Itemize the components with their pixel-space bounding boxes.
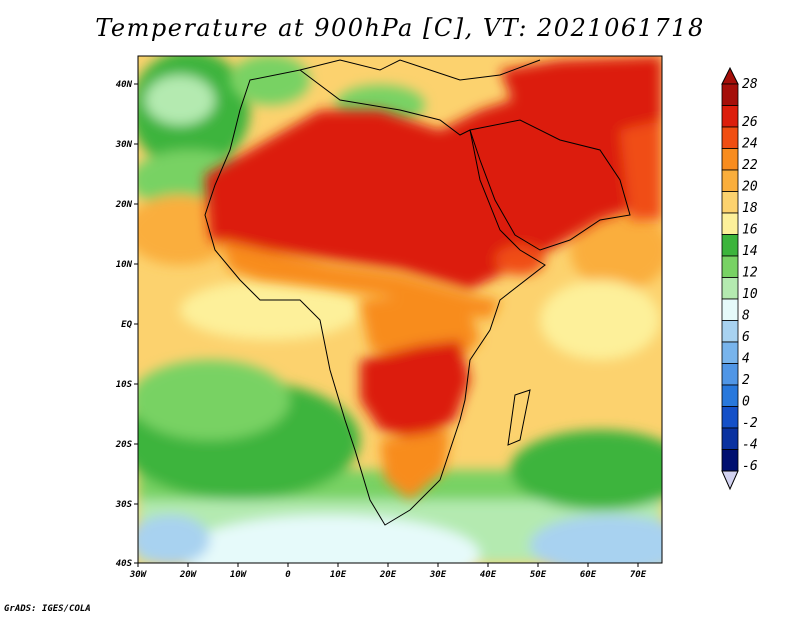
colorbar-label: 2 [742, 373, 750, 388]
y-tick-label: 20S [115, 440, 133, 450]
colorbar-label: 6 [742, 330, 750, 345]
y-tick-label: 20N [115, 200, 133, 210]
colorbar-box [721, 427, 739, 450]
colorbar-label: 28 [742, 77, 758, 92]
colorbar-box [721, 212, 739, 235]
x-tick-label: 20W [179, 570, 198, 580]
map-title: Temperature at 900hPa [C], VT: 202106171… [95, 14, 705, 42]
colorbar-box [721, 384, 739, 407]
colorbar-label: 14 [742, 244, 758, 259]
x-tick-label: 20E [379, 570, 397, 580]
y-tick-label: 10N [116, 260, 133, 270]
colorbar-box [721, 298, 739, 321]
plot-frame [137, 55, 663, 564]
x-tick-label: 50E [530, 570, 547, 580]
colorbar-label: 4 [742, 352, 750, 367]
footer-credit: GrADS: IGES/COLA [4, 604, 91, 614]
colorbar-label: 12 [742, 266, 758, 281]
colorbar-box [721, 320, 739, 343]
colorbar-label: 26 [742, 115, 758, 130]
colorbar-box [721, 126, 739, 149]
colorbar-box [721, 277, 739, 300]
colorbar-box [721, 234, 739, 257]
colorbar-box [721, 191, 739, 214]
x-tick-label: 60E [580, 570, 597, 580]
colorbar-box [721, 105, 739, 128]
colorbar-label: -2 [742, 416, 758, 431]
x-tick-label: 40E [480, 570, 497, 580]
x-tick-label: 30E [429, 570, 447, 580]
y-tick-label: 40N [116, 80, 133, 90]
x-tick-label: 70E [630, 570, 647, 580]
colorbar-label: 10 [742, 287, 758, 302]
colorbar-label: 20 [742, 180, 758, 195]
colorbar-box [721, 406, 739, 429]
colorbar-label: 18 [742, 201, 758, 216]
colorbar-box [721, 363, 739, 386]
y-axis-ticks: 40N 30N 20N 10N EQ 10S 20S 30S 40S [115, 80, 138, 569]
colorbar-box [721, 341, 739, 364]
coastlines [204, 59, 631, 526]
y-tick-label: 40S [116, 559, 133, 569]
y-tick-label: EQ [121, 320, 132, 330]
colorbar-box [721, 169, 739, 192]
colorbar-box [721, 148, 739, 171]
colorbar-label: 24 [742, 137, 758, 152]
y-tick-label: 10S [116, 380, 133, 390]
colorbar-bottom-arrow [721, 470, 739, 491]
y-tick-label: 30N [115, 140, 133, 150]
x-tick-label: 10E [330, 570, 347, 580]
colorbar-label: 16 [742, 223, 758, 238]
colorbar-box [721, 449, 739, 472]
colorbar-label: -4 [742, 438, 758, 453]
y-tick-label: 30S [115, 500, 133, 510]
x-tick-label: 10W [230, 570, 248, 580]
colorbar-label: 8 [742, 309, 750, 324]
x-tick-label: 0 [285, 570, 291, 580]
x-axis-ticks: 30W 20W 10W 0 10E 20E 30E 40E 50E 60E 70E [129, 563, 647, 580]
colorbar-box [721, 83, 739, 106]
colorbar-box [721, 255, 739, 278]
colorbar-label: -6 [742, 459, 758, 474]
colorbar-label: 22 [742, 158, 758, 173]
temperature-field [138, 56, 662, 563]
colorbar-label: 0 [742, 395, 750, 410]
colorbar-top-arrow [721, 66, 739, 85]
x-tick-label: 30W [129, 570, 148, 580]
